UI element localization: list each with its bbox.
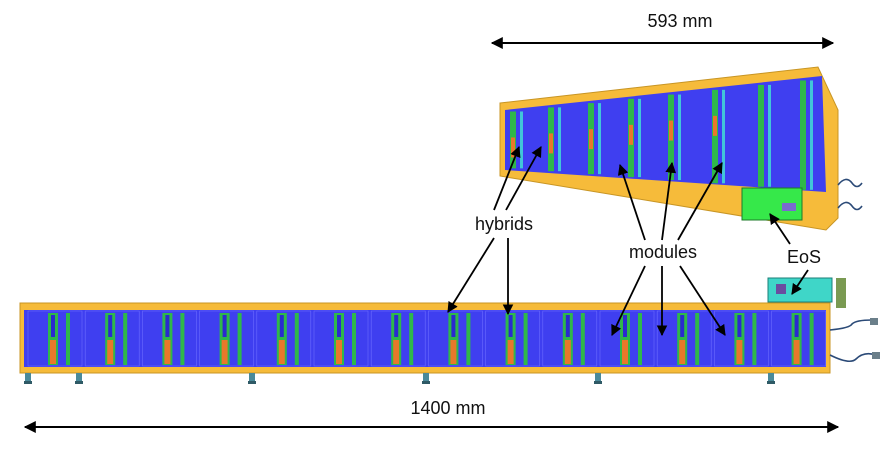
- hybrids-arrow: [493, 145, 521, 211]
- petal-module: [758, 84, 771, 187]
- top-dimension-label: 593 mm: [647, 11, 712, 31]
- stave-foot: [75, 373, 83, 384]
- stave-foot: [422, 373, 430, 384]
- stave-cable: [829, 319, 873, 331]
- stave-module: [313, 310, 369, 367]
- stave-module: [428, 310, 483, 367]
- petal-module: [588, 103, 601, 175]
- eos-arrow: [791, 269, 809, 295]
- cable-connector: [870, 318, 878, 325]
- stave-module: [599, 310, 655, 367]
- petal-module: [712, 89, 725, 184]
- hybrids-arrow: [447, 237, 495, 313]
- hybrids-arrow: [505, 146, 542, 211]
- petal-eos-chip: [782, 203, 796, 211]
- stave-module: [27, 310, 83, 367]
- stave-foot: [24, 373, 32, 384]
- stave-module: [84, 310, 140, 367]
- petal-wedge: [499, 66, 863, 231]
- stave-module-group: [27, 310, 826, 367]
- stave-module: [542, 310, 598, 367]
- stave-foot: [767, 373, 775, 384]
- stave-module: [256, 310, 312, 367]
- eos-arrow: [769, 213, 791, 245]
- stave-module: [370, 310, 426, 367]
- stave-foot: [248, 373, 256, 384]
- hybrids-label: hybrids: [475, 214, 533, 234]
- modules-label: modules: [629, 242, 697, 262]
- stave-module: [771, 310, 826, 367]
- petal-cable: [837, 201, 863, 211]
- petal-module: [628, 98, 641, 178]
- stave-module: [199, 310, 254, 367]
- stave-module: [485, 310, 540, 367]
- cable-connector: [872, 352, 880, 359]
- modules-arrow: [661, 161, 677, 241]
- modules-arrow: [611, 265, 646, 336]
- stave-eos-connector: [836, 278, 846, 308]
- modules-arrow: [677, 162, 723, 241]
- stave: [19, 277, 880, 384]
- stave-cable: [829, 352, 877, 363]
- stave-eos-chip: [776, 284, 786, 294]
- stave-module: [656, 310, 712, 367]
- stave-module: [142, 310, 197, 367]
- stave-module: [714, 310, 769, 367]
- eos-label: EoS: [787, 247, 821, 267]
- petal-module: [548, 107, 561, 172]
- modules-arrow: [679, 265, 726, 336]
- stave-feet: [24, 373, 775, 384]
- stave-foot: [594, 373, 602, 384]
- petal-module: [668, 94, 681, 181]
- petal-cable: [837, 178, 863, 188]
- petal-module: [800, 80, 813, 190]
- modules-arrow: [617, 163, 646, 241]
- petal-sensor-area: [505, 76, 826, 192]
- bottom-dimension-label: 1400 mm: [410, 398, 485, 418]
